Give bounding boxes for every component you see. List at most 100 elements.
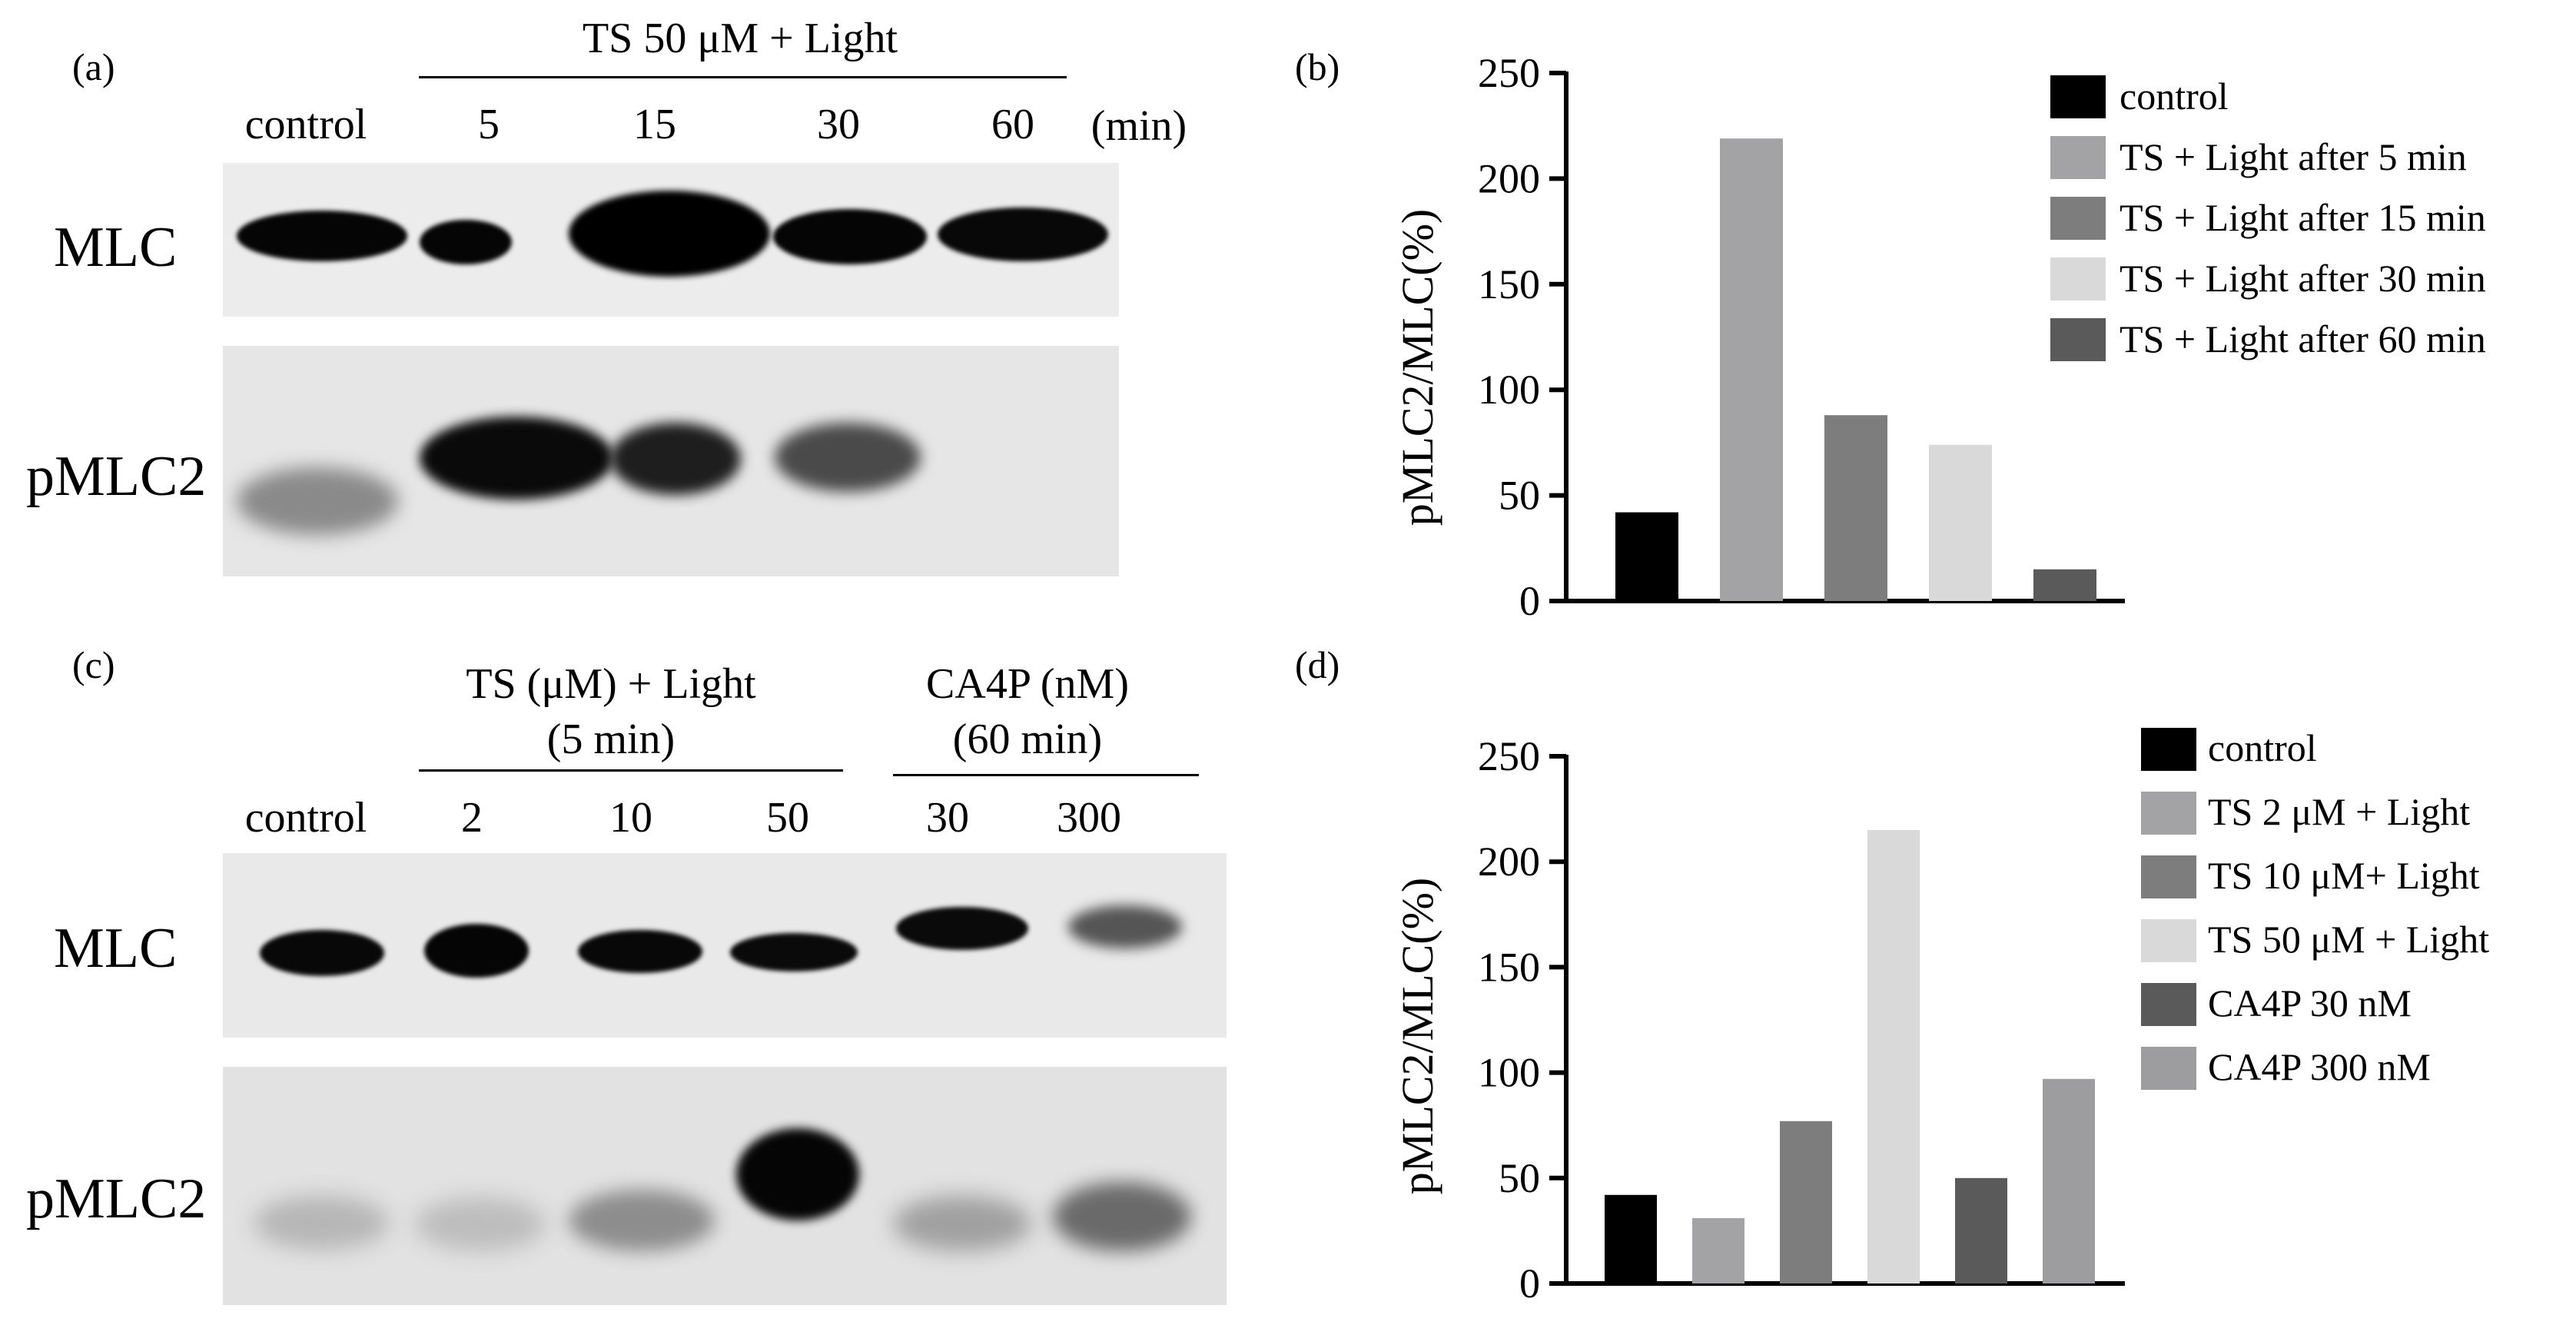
panel-d-bar-chart: pMLC2/MLC(%) 0 50 100 150 200 250 bbox=[1393, 733, 2125, 1307]
legend-swatch bbox=[2050, 75, 2106, 118]
panel-c-label: (c) bbox=[72, 643, 115, 686]
legend-swatch bbox=[2050, 197, 2106, 240]
blot-band bbox=[1068, 905, 1182, 948]
bar bbox=[1605, 1194, 1657, 1283]
y-tick-label: 250 bbox=[1478, 733, 1540, 779]
panel-c-row-label: MLC bbox=[54, 917, 178, 980]
y-tick-label: 0 bbox=[1519, 578, 1540, 624]
legend-entry: CA4P 300 nM bbox=[2208, 1045, 2431, 1088]
y-tick-label: 100 bbox=[1478, 1050, 1540, 1096]
blot-band bbox=[260, 930, 384, 976]
legend-entry: TS + Light after 60 min bbox=[2120, 317, 2486, 360]
blot-band bbox=[938, 208, 1108, 261]
blot-band bbox=[1053, 1182, 1191, 1251]
y-tick-label: 50 bbox=[1499, 473, 1540, 519]
panel-a-lane-label: control bbox=[244, 101, 367, 148]
panel-c-group1-rule bbox=[419, 769, 843, 772]
panel-c-pmlc2-blot bbox=[223, 1067, 1227, 1305]
legend-entry: TS + Light after 30 min bbox=[2120, 257, 2486, 300]
y-tick-label: 50 bbox=[1499, 1155, 1540, 1201]
blot-band bbox=[420, 220, 512, 264]
panel-d-label: (d) bbox=[1295, 643, 1340, 686]
legend-swatch bbox=[2141, 728, 2196, 771]
legend-swatch bbox=[2050, 136, 2106, 179]
y-tick-label: 150 bbox=[1478, 261, 1540, 307]
legend-entry: TS 50 μM + Light bbox=[2208, 918, 2490, 961]
legend-entry: TS 10 μM+ Light bbox=[2208, 854, 2480, 897]
bar bbox=[1929, 444, 1992, 601]
panel-a-label: (a) bbox=[72, 45, 115, 88]
panel-a-row-label: MLC bbox=[54, 216, 178, 279]
panel-c-group2-title: CA4P (nM) bbox=[926, 660, 1129, 708]
panel-c-group1-title: TS (μM) + Light bbox=[466, 660, 756, 708]
panel-c-group1-subtitle: (5 min) bbox=[546, 716, 676, 763]
blot-band bbox=[569, 1190, 715, 1251]
bar bbox=[1867, 830, 1920, 1283]
panel-a-pmlc2-blot bbox=[223, 346, 1119, 576]
legend-swatch bbox=[2141, 983, 2196, 1026]
bar bbox=[1955, 1177, 2007, 1283]
legend-swatch bbox=[2050, 318, 2106, 361]
panel-a-lane-label: 15 bbox=[633, 101, 676, 148]
panel-a-lane-label: 60 bbox=[991, 101, 1034, 148]
panel-c-row-label: pMLC2 bbox=[26, 1167, 207, 1230]
bar bbox=[1720, 138, 1783, 602]
panel-c-lane-label: control bbox=[244, 794, 367, 842]
bar bbox=[1780, 1121, 1832, 1283]
blot-band bbox=[237, 467, 398, 535]
panel-c-lane-label: 2 bbox=[461, 794, 483, 842]
blot-band bbox=[415, 1197, 546, 1251]
legend-entry: CA4P 30 nM bbox=[2208, 981, 2412, 1024]
legend-swatch bbox=[2141, 855, 2196, 898]
panel-c-group2-rule bbox=[893, 774, 1199, 776]
blot-band bbox=[730, 933, 858, 971]
blot-band bbox=[254, 1196, 389, 1250]
panel-b-label: (b) bbox=[1295, 45, 1340, 88]
blot-band bbox=[893, 1196, 1031, 1251]
blot-band bbox=[420, 417, 613, 500]
legend-swatch bbox=[2141, 919, 2196, 962]
blot-band bbox=[610, 423, 741, 495]
y-tick-label: 150 bbox=[1478, 944, 1540, 990]
bar bbox=[2043, 1078, 2095, 1283]
panel-c-lane-label: 10 bbox=[609, 794, 652, 842]
panel-a-treatment-header: TS 50 μM + Light bbox=[582, 15, 898, 62]
panel-c-lane-label: 50 bbox=[766, 794, 809, 842]
y-tick-label: 0 bbox=[1519, 1260, 1540, 1307]
y-axis-label: pMLC2/MLC(%) bbox=[1393, 209, 1442, 526]
panel-c-mlc-blot bbox=[223, 853, 1227, 1038]
blot-band bbox=[578, 930, 702, 973]
blot-band bbox=[424, 924, 529, 978]
y-axis-label: pMLC2/MLC(%) bbox=[1393, 878, 1442, 1194]
y-tick-label: 200 bbox=[1478, 839, 1540, 885]
panel-a-lane-label: 5 bbox=[478, 101, 500, 148]
panel-b-bar-chart: pMLC2/MLC(%) 0 50 100 150 200 250 bbox=[1393, 50, 2125, 624]
panel-a-lane-label: 30 bbox=[817, 101, 860, 148]
blot-band bbox=[237, 211, 407, 261]
legend-entry: TS + Light after 15 min bbox=[2120, 196, 2486, 239]
panel-a-row-label: pMLC2 bbox=[26, 445, 207, 508]
legend-swatch bbox=[2141, 1047, 2196, 1090]
blot-band bbox=[775, 423, 921, 492]
bar bbox=[2033, 569, 2096, 601]
panel-a-mlc-blot bbox=[223, 163, 1119, 317]
panel-c-lane-label: 30 bbox=[926, 794, 969, 842]
y-tick-label: 250 bbox=[1478, 50, 1540, 96]
blot-band bbox=[736, 1128, 859, 1220]
legend-entry: TS 2 μM + Light bbox=[2208, 790, 2471, 833]
panel-c-group2-subtitle: (60 min) bbox=[952, 716, 1103, 763]
y-tick-label: 100 bbox=[1478, 367, 1540, 413]
panel-a-unit-label: (min) bbox=[1090, 102, 1187, 150]
blot-band bbox=[773, 209, 927, 264]
blot-band bbox=[569, 191, 770, 277]
legend-entry: TS + Light after 5 min bbox=[2120, 135, 2467, 178]
bar bbox=[1692, 1217, 1744, 1283]
legend-swatch bbox=[2141, 792, 2196, 835]
bar bbox=[1824, 415, 1887, 601]
bar bbox=[1615, 512, 1678, 601]
panel-c-lane-label: 300 bbox=[1057, 794, 1121, 842]
legend-swatch bbox=[2050, 257, 2106, 301]
panel-a-header-rule bbox=[419, 76, 1067, 78]
blot-band bbox=[896, 907, 1028, 950]
legend-entry: control bbox=[2208, 726, 2317, 769]
